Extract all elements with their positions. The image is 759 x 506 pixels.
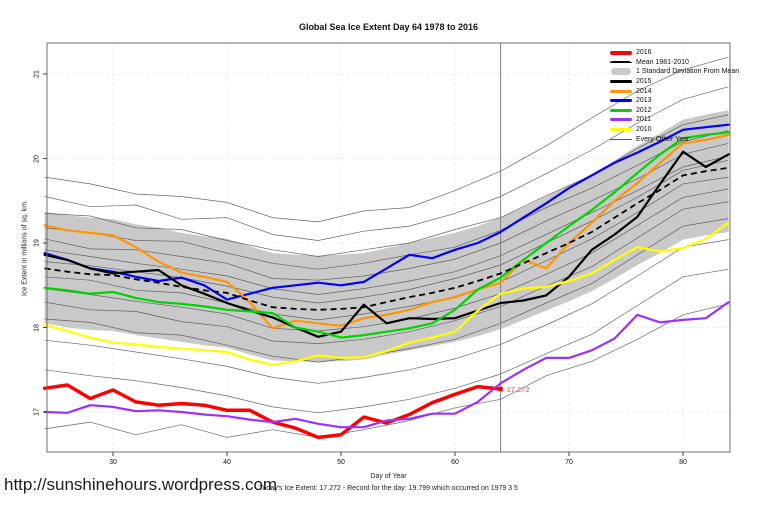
y-tick-label: 21 [33,70,41,78]
legend-swatch-med-line [610,128,632,132]
footer-caption: Today's Ice Extent: 17.272 - Record for … [259,485,518,492]
x-tick-label: 70 [565,459,573,466]
legend-label: 2013 [636,97,652,105]
legend-swatch-icon [609,80,633,84]
legend-item: 2010 [609,125,739,135]
other-year-line [44,130,729,270]
legend-swatch-med-line [610,80,632,84]
legend-label: 2016 [636,49,652,57]
legend-item: 2013 [609,96,739,106]
x-axis-label: Day of Year [370,473,407,480]
legend-label: 2010 [636,126,652,134]
legend-swatch-icon [609,99,633,103]
legend-item: 2015 [609,77,739,87]
y-axis-label: Ice Extent in millions of sq. km. [21,199,29,297]
y-tick-label: 20 [33,154,41,163]
legend-swatch-thin-line [610,138,632,140]
series-2016-endpoint [498,386,503,392]
legend-item: 2011 [609,115,739,125]
legend-swatch-icon [609,138,633,140]
chart-legend: 2016 Mean 1981-2010 1 Standard Deviation F… [609,48,739,144]
other-year-line [44,303,729,438]
legend-swatch-med-line [610,89,632,93]
legend-swatch-icon [609,61,633,64]
series-2011-line [43,301,730,429]
legend-item: 2016 [609,48,739,58]
legend-swatch-band [611,68,631,76]
series-2012-line [43,131,730,339]
y-tick-label: 17 [33,408,41,416]
current-value-annotation: 17.272 [506,385,530,395]
other-year-line [44,159,729,304]
x-tick-label: 30 [109,459,117,466]
legend-label: 2015 [636,78,652,86]
legend-label: Every Other Year [636,135,690,143]
legend-swatch-med-line [610,108,632,112]
other-year-line [44,218,729,363]
legend-item: 1 Standard Deviation From Mean [609,67,739,77]
series-2014-line [43,133,730,330]
legend-swatch-icon [609,128,633,132]
legend-swatch-med-line [610,118,632,122]
legend-swatch-icon [609,51,633,55]
legend-swatch-icon [609,68,633,76]
legend-swatch-thick-line [610,51,632,55]
legend-label: Mean 1981-2010 [636,58,689,66]
series-2013-line [43,123,730,301]
other-year-line [44,239,729,384]
mean-line [44,166,729,311]
legend-item: Mean 1981-2010 [609,58,739,68]
legend-label: 2011 [636,116,652,124]
plot-border [46,42,731,453]
footer-url: http://sunshinehours.wordpress.com [4,475,278,494]
x-tick-label: 50 [337,459,345,466]
legend-item: Every Other Year [609,134,739,144]
legend-item: 2014 [609,86,739,96]
legend-item: 2012 [609,106,739,116]
legend-label: 2012 [636,106,652,114]
other-year-line [44,176,729,321]
legend-label: 2014 [636,87,652,95]
y-tick-label: 18 [33,323,41,332]
y-tick-label: 19 [33,239,41,247]
other-year-line [44,268,729,414]
x-tick-label: 40 [223,459,231,466]
other-year-line [44,142,729,281]
legend-label: 1 Standard Deviation From Mean [636,68,740,76]
legend-swatch-icon [609,108,633,112]
legend-swatch-dashed-line [610,61,632,64]
legend-swatch-icon [609,89,633,93]
series-2010-line [43,221,730,366]
x-tick-label: 60 [451,459,459,466]
legend-swatch-med-line [610,99,632,103]
legend-swatch-icon [609,118,633,122]
series-2015-line [43,150,730,338]
other-year-line [44,201,729,344]
other-year-line [44,56,729,223]
x-tick-label: 80 [679,459,687,466]
other-year-line [44,86,729,241]
page-title: Global Sea Ice Extent Day 64 1978 to 201… [298,22,479,32]
